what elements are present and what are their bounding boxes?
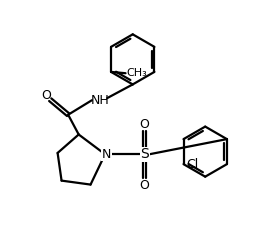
Text: CH₃: CH₃ <box>127 68 148 78</box>
Text: O: O <box>41 89 51 102</box>
Text: N: N <box>102 148 111 161</box>
Text: O: O <box>140 179 150 192</box>
Text: Cl: Cl <box>186 158 198 171</box>
Text: S: S <box>140 147 149 161</box>
Text: NH: NH <box>91 94 109 107</box>
Text: O: O <box>140 118 150 131</box>
